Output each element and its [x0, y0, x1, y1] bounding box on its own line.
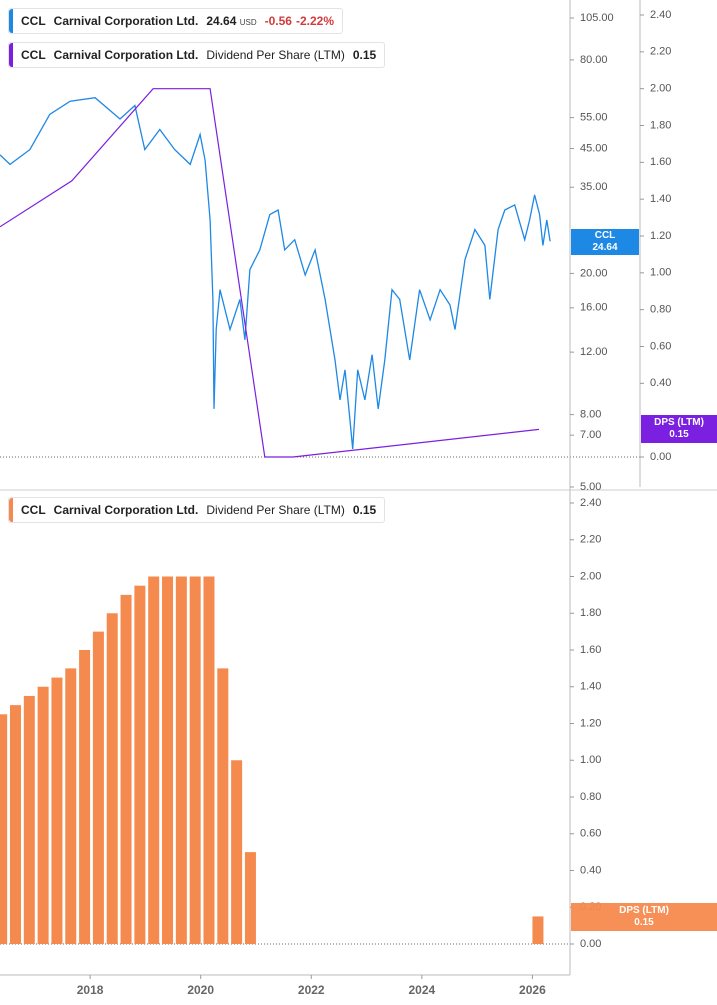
bar — [9, 705, 21, 944]
bar — [203, 576, 215, 944]
badge-value: 0.15 — [634, 917, 654, 928]
bar — [106, 613, 118, 944]
badge-label: DPS (LTM) — [619, 905, 669, 916]
y-tick-label: 45.00 — [580, 142, 608, 154]
y-tick-label: 0.60 — [650, 340, 671, 352]
ticker: CCL — [21, 48, 46, 62]
bar — [532, 916, 544, 944]
y-tick-label: 2.40 — [580, 497, 601, 509]
y-tick-label: 1.40 — [650, 193, 671, 205]
y-tick-label: 0.00 — [580, 938, 601, 950]
y-tick-label: 0.80 — [580, 791, 601, 803]
y-tick-label: 16.00 — [580, 302, 608, 314]
bar — [231, 760, 243, 944]
y-tick-label: 1.00 — [650, 267, 671, 279]
ticker: CCL — [21, 14, 46, 28]
bar — [244, 852, 256, 944]
bar — [51, 677, 63, 944]
x-tick-label: 2020 — [187, 983, 214, 997]
y-tick-label: 12.00 — [580, 346, 608, 358]
bar — [120, 594, 132, 944]
ticker: CCL — [21, 503, 46, 517]
y-tick-label: 5.00 — [580, 481, 601, 493]
y-tick-label: 0.40 — [650, 377, 671, 389]
y-tick-label: 2.40 — [650, 9, 671, 21]
bar — [0, 714, 8, 944]
y-tick-label: 0.40 — [580, 864, 601, 876]
value: 0.15 — [352, 503, 377, 517]
series-name: Dividend Per Share (LTM) — [206, 48, 345, 62]
bar — [65, 668, 77, 944]
x-tick-label: 2024 — [408, 983, 435, 997]
y-tick-label: 1.80 — [580, 607, 601, 619]
badge-value: 24.64 — [592, 242, 618, 253]
change: -0.56 — [264, 14, 292, 28]
series-line — [0, 97, 551, 450]
y-tick-label: 1.80 — [650, 119, 671, 131]
y-tick-label: 7.00 — [580, 429, 601, 441]
y-tick-label: 0.80 — [650, 304, 671, 316]
series-line — [0, 88, 540, 458]
change-pct: -2.22% — [295, 14, 335, 28]
legend-price: CCL Carnival Corporation Ltd. 24.64 USD … — [8, 8, 344, 34]
y-tick-label: 8.00 — [580, 409, 601, 421]
y-tick-label: 2.20 — [650, 46, 671, 58]
dps-badge: DPS (LTM) 0.15 — [641, 415, 717, 443]
bar — [37, 686, 49, 944]
legend-dps: CCL Carnival Corporation Ltd. Dividend P… — [8, 42, 386, 68]
bar — [162, 576, 174, 944]
legend-dps-bars: CCL Carnival Corporation Ltd. Dividend P… — [8, 497, 386, 523]
badge-value: 0.15 — [669, 429, 689, 440]
y-tick-label: 35.00 — [580, 181, 608, 193]
x-tick-label: 2018 — [77, 983, 104, 997]
bar — [79, 650, 91, 944]
y-tick-label: 80.00 — [580, 54, 608, 66]
series-name: Dividend Per Share (LTM) — [206, 503, 345, 517]
y-tick-label: 2.00 — [580, 570, 601, 582]
value: 0.15 — [352, 48, 377, 62]
y-tick-label: 1.60 — [580, 644, 601, 656]
y-tick-label: 20.00 — [580, 267, 608, 279]
badge-label: DPS (LTM) — [654, 417, 704, 428]
y-tick-label: 1.00 — [580, 754, 601, 766]
y-tick-label: 1.20 — [650, 230, 671, 242]
price-badge: CCL 24.64 — [571, 229, 639, 255]
currency: USD — [239, 18, 257, 27]
company: Carnival Corporation Ltd. — [53, 14, 199, 28]
y-tick-label: 1.40 — [580, 681, 601, 693]
x-tick-label: 2026 — [519, 983, 546, 997]
bar — [189, 576, 201, 944]
price: 24.64 — [206, 14, 237, 28]
bar — [217, 668, 229, 944]
y-tick-label: 1.20 — [580, 717, 601, 729]
bar — [175, 576, 187, 944]
y-tick-label: 0.60 — [580, 828, 601, 840]
company: Carnival Corporation Ltd. — [53, 503, 199, 517]
x-tick-label: 2022 — [298, 983, 325, 997]
y-tick-label: 105.00 — [580, 12, 614, 24]
bar — [134, 585, 146, 944]
bar — [148, 576, 160, 944]
dps-bar-badge: DPS (LTM) 0.15 — [571, 903, 717, 931]
y-tick-label: 0.00 — [650, 451, 671, 463]
bar — [92, 631, 104, 944]
y-tick-label: 55.00 — [580, 112, 608, 124]
y-tick-label: 2.20 — [580, 534, 601, 546]
company: Carnival Corporation Ltd. — [53, 48, 199, 62]
badge-label: CCL — [594, 230, 616, 241]
bar — [23, 695, 35, 944]
y-tick-label: 2.00 — [650, 83, 671, 95]
y-tick-label: 1.60 — [650, 156, 671, 168]
